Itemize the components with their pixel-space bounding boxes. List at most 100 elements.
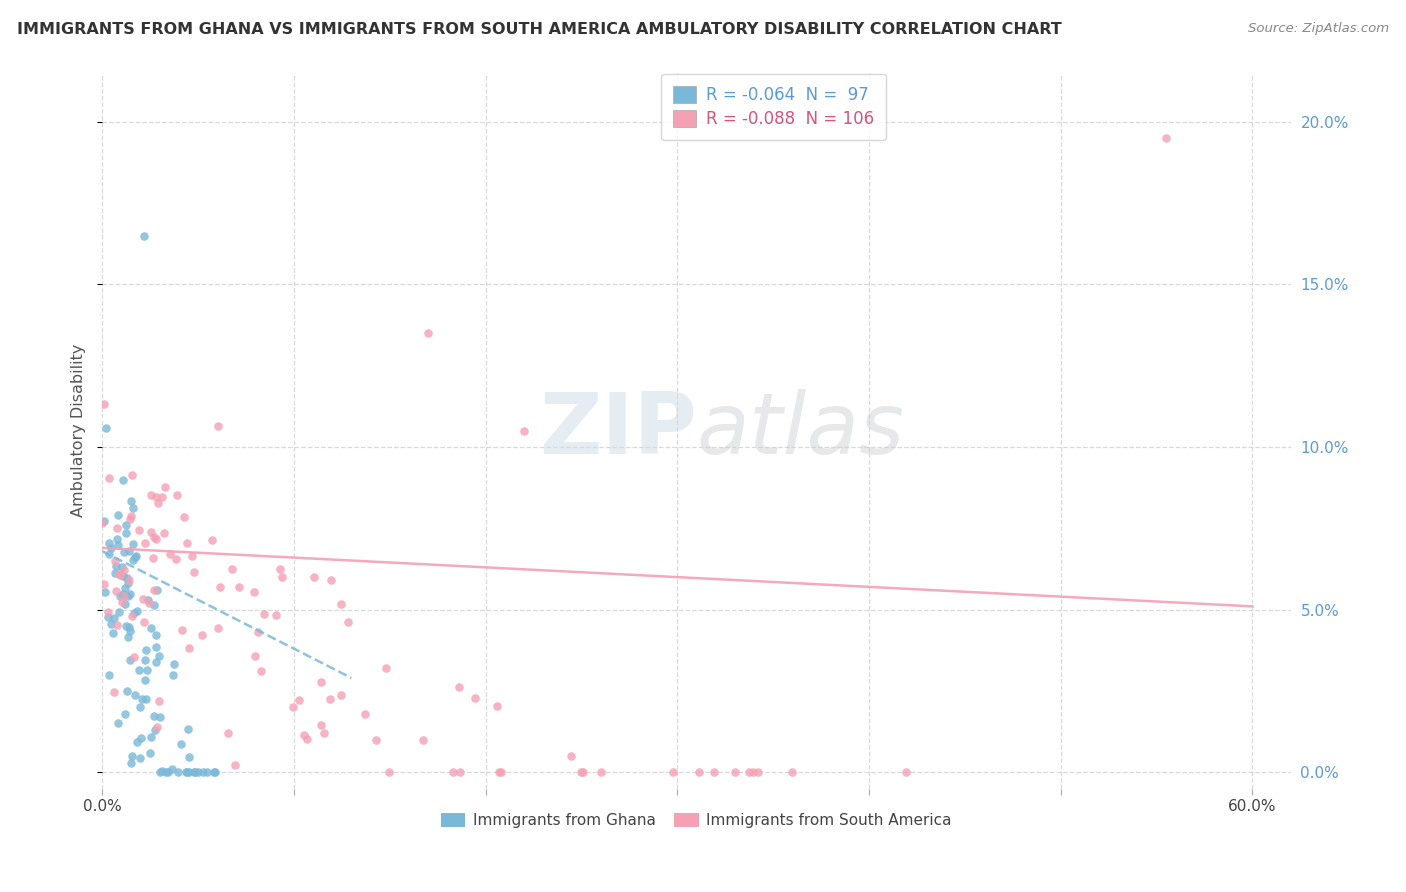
Point bbox=[105, 521, 128, 535]
Point bbox=[319, 692, 342, 706]
Point bbox=[271, 570, 294, 584]
Point bbox=[336, 615, 359, 629]
Point bbox=[97, 668, 120, 682]
Point bbox=[179, 765, 201, 780]
Point bbox=[252, 607, 274, 622]
Point bbox=[662, 765, 685, 780]
Point bbox=[703, 765, 725, 780]
Point bbox=[94, 420, 117, 434]
Point bbox=[125, 735, 148, 749]
Point bbox=[896, 765, 918, 780]
Point bbox=[416, 326, 439, 341]
Point bbox=[560, 748, 582, 763]
Point bbox=[150, 764, 173, 778]
Point bbox=[688, 765, 710, 780]
Point bbox=[724, 765, 747, 780]
Point bbox=[122, 553, 145, 567]
Point bbox=[114, 597, 136, 611]
Point bbox=[145, 490, 167, 504]
Point bbox=[112, 568, 135, 582]
Point bbox=[128, 664, 150, 678]
Point bbox=[120, 512, 142, 526]
Point bbox=[141, 525, 163, 540]
Point bbox=[134, 536, 156, 550]
Text: Source: ZipAtlas.com: Source: ZipAtlas.com bbox=[1249, 22, 1389, 36]
Point bbox=[591, 765, 613, 780]
Point bbox=[165, 552, 187, 566]
Point bbox=[145, 628, 167, 642]
Point bbox=[176, 536, 198, 550]
Point bbox=[195, 765, 218, 780]
Point bbox=[118, 620, 141, 634]
Point bbox=[264, 607, 287, 622]
Point bbox=[118, 587, 141, 601]
Point bbox=[132, 591, 155, 606]
Point bbox=[148, 649, 170, 664]
Point bbox=[204, 765, 226, 780]
Point bbox=[103, 684, 125, 698]
Point bbox=[129, 750, 152, 764]
Point bbox=[489, 765, 512, 780]
Point bbox=[118, 543, 141, 558]
Point bbox=[122, 500, 145, 515]
Point bbox=[143, 598, 166, 612]
Point bbox=[145, 533, 167, 547]
Point bbox=[184, 765, 207, 780]
Point bbox=[780, 765, 803, 780]
Point bbox=[162, 668, 184, 682]
Point bbox=[118, 574, 141, 588]
Point bbox=[128, 524, 150, 538]
Point bbox=[145, 655, 167, 669]
Point bbox=[173, 510, 195, 524]
Point bbox=[247, 624, 270, 639]
Point bbox=[166, 488, 188, 502]
Point bbox=[139, 488, 162, 502]
Point bbox=[202, 765, 225, 780]
Point bbox=[366, 733, 388, 747]
Point bbox=[114, 581, 136, 595]
Point bbox=[129, 731, 152, 745]
Point bbox=[132, 615, 155, 629]
Point bbox=[330, 688, 353, 702]
Text: IMMIGRANTS FROM GHANA VS IMMIGRANTS FROM SOUTH AMERICA AMBULATORY DISABILITY COR: IMMIGRANTS FROM GHANA VS IMMIGRANTS FROM… bbox=[17, 22, 1062, 37]
Point bbox=[129, 699, 152, 714]
Point bbox=[250, 664, 273, 678]
Point bbox=[170, 738, 193, 752]
Point bbox=[125, 549, 148, 564]
Point bbox=[319, 573, 342, 587]
Point bbox=[160, 762, 183, 776]
Point bbox=[131, 691, 153, 706]
Point bbox=[97, 609, 120, 624]
Point bbox=[122, 537, 145, 551]
Point bbox=[228, 580, 250, 594]
Point bbox=[115, 618, 138, 632]
Point bbox=[135, 643, 157, 657]
Point bbox=[100, 541, 122, 555]
Point bbox=[183, 765, 205, 780]
Point bbox=[142, 551, 165, 566]
Y-axis label: Ambulatory Disability: Ambulatory Disability bbox=[72, 344, 86, 517]
Point bbox=[569, 765, 592, 780]
Point bbox=[180, 549, 202, 564]
Point bbox=[747, 765, 769, 780]
Point bbox=[121, 468, 143, 483]
Point bbox=[107, 716, 129, 731]
Point bbox=[93, 515, 115, 529]
Point bbox=[176, 765, 198, 780]
Point bbox=[412, 733, 434, 747]
Point bbox=[191, 628, 214, 642]
Point bbox=[292, 728, 315, 742]
Point bbox=[121, 608, 143, 623]
Point bbox=[136, 592, 159, 607]
Point bbox=[449, 765, 471, 780]
Point bbox=[117, 589, 139, 603]
Point bbox=[110, 589, 132, 603]
Point bbox=[1154, 131, 1177, 145]
Point bbox=[103, 626, 125, 640]
Point bbox=[117, 575, 139, 590]
Point bbox=[374, 661, 396, 675]
Point bbox=[111, 595, 134, 609]
Point bbox=[441, 765, 464, 780]
Point bbox=[124, 549, 146, 564]
Point bbox=[107, 606, 129, 620]
